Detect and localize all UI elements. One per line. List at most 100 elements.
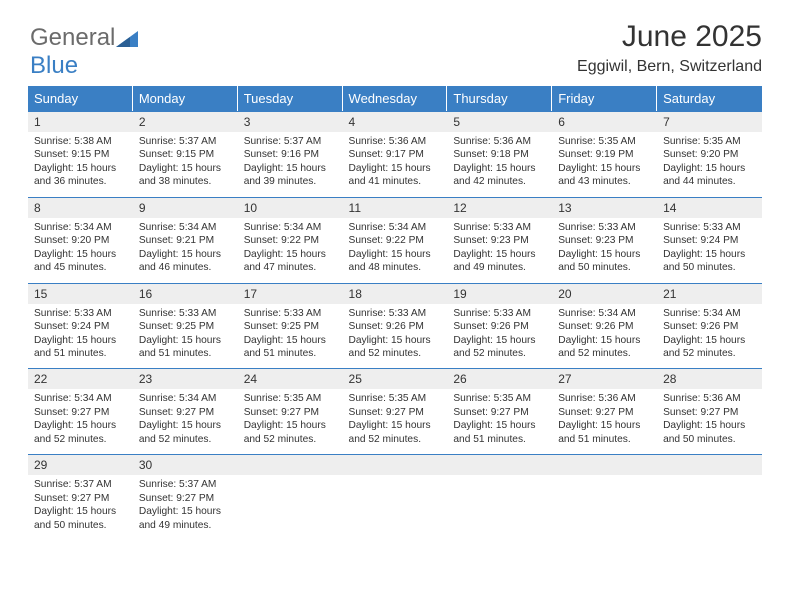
day-number: 1 <box>28 112 133 132</box>
day-number: 21 <box>657 284 762 304</box>
day-detail-row: Sunrise: 5:38 AMSunset: 9:15 PMDaylight:… <box>28 132 762 197</box>
day-number: 9 <box>133 198 238 218</box>
day-number-row: 1234567 <box>28 111 762 132</box>
day-number: 30 <box>133 455 238 475</box>
day-detail: Sunrise: 5:33 AMSunset: 9:26 PMDaylight:… <box>343 304 448 369</box>
day-number: 3 <box>238 112 343 132</box>
day-number: 6 <box>552 112 657 132</box>
day-header: Thursday <box>447 86 552 111</box>
day-detail: Sunrise: 5:33 AMSunset: 9:23 PMDaylight:… <box>447 218 552 283</box>
day-detail: Sunrise: 5:35 AMSunset: 9:27 PMDaylight:… <box>238 389 343 454</box>
day-number-row: 2930 <box>28 454 762 475</box>
day-number: 15 <box>28 284 133 304</box>
day-number: 4 <box>343 112 448 132</box>
day-number: 11 <box>343 198 448 218</box>
day-detail: Sunrise: 5:36 AMSunset: 9:27 PMDaylight:… <box>657 389 762 454</box>
day-detail: Sunrise: 5:36 AMSunset: 9:27 PMDaylight:… <box>552 389 657 454</box>
day-detail: Sunrise: 5:37 AMSunset: 9:15 PMDaylight:… <box>133 132 238 197</box>
day-number: 7 <box>657 112 762 132</box>
day-header: Friday <box>552 86 657 111</box>
calendar-week: 2930Sunrise: 5:37 AMSunset: 9:27 PMDayli… <box>28 454 762 540</box>
day-detail-row: Sunrise: 5:37 AMSunset: 9:27 PMDaylight:… <box>28 475 762 540</box>
day-number: 13 <box>552 198 657 218</box>
day-number: 14 <box>657 198 762 218</box>
day-detail: Sunrise: 5:35 AMSunset: 9:20 PMDaylight:… <box>657 132 762 197</box>
day-detail: Sunrise: 5:34 AMSunset: 9:22 PMDaylight:… <box>238 218 343 283</box>
logo-text-1: General <box>30 24 115 51</box>
day-header: Saturday <box>657 86 762 111</box>
day-number: 27 <box>552 369 657 389</box>
day-detail: Sunrise: 5:34 AMSunset: 9:21 PMDaylight:… <box>133 218 238 283</box>
day-detail <box>552 475 657 540</box>
day-number: 23 <box>133 369 238 389</box>
calendar-week: 15161718192021Sunrise: 5:33 AMSunset: 9:… <box>28 283 762 369</box>
day-detail <box>343 475 448 540</box>
day-number: 29 <box>28 455 133 475</box>
calendar-header-row: SundayMondayTuesdayWednesdayThursdayFrid… <box>28 86 762 111</box>
day-number: 5 <box>447 112 552 132</box>
logo-text-2: Blue <box>30 52 78 79</box>
day-detail: Sunrise: 5:35 AMSunset: 9:19 PMDaylight:… <box>552 132 657 197</box>
calendar-week: 22232425262728Sunrise: 5:34 AMSunset: 9:… <box>28 368 762 454</box>
day-number: 10 <box>238 198 343 218</box>
day-number: 19 <box>447 284 552 304</box>
day-detail: Sunrise: 5:37 AMSunset: 9:27 PMDaylight:… <box>28 475 133 540</box>
day-number <box>552 455 657 475</box>
day-detail: Sunrise: 5:33 AMSunset: 9:26 PMDaylight:… <box>447 304 552 369</box>
day-number: 25 <box>343 369 448 389</box>
day-detail <box>447 475 552 540</box>
day-detail: Sunrise: 5:35 AMSunset: 9:27 PMDaylight:… <box>447 389 552 454</box>
day-number-row: 15161718192021 <box>28 283 762 304</box>
day-detail-row: Sunrise: 5:34 AMSunset: 9:27 PMDaylight:… <box>28 389 762 454</box>
day-detail-row: Sunrise: 5:33 AMSunset: 9:24 PMDaylight:… <box>28 304 762 369</box>
day-number <box>238 455 343 475</box>
day-number: 12 <box>447 198 552 218</box>
page-subtitle: Eggiwil, Bern, Switzerland <box>577 58 762 76</box>
day-detail-row: Sunrise: 5:34 AMSunset: 9:20 PMDaylight:… <box>28 218 762 283</box>
page-title: June 2025 <box>622 20 762 54</box>
day-detail: Sunrise: 5:33 AMSunset: 9:23 PMDaylight:… <box>552 218 657 283</box>
day-number-row: 22232425262728 <box>28 368 762 389</box>
day-header: Monday <box>133 86 238 111</box>
day-number: 18 <box>343 284 448 304</box>
day-detail: Sunrise: 5:36 AMSunset: 9:17 PMDaylight:… <box>343 132 448 197</box>
day-number: 8 <box>28 198 133 218</box>
day-number: 2 <box>133 112 238 132</box>
day-number: 24 <box>238 369 343 389</box>
day-number <box>343 455 448 475</box>
day-number: 22 <box>28 369 133 389</box>
logo: General Blue <box>30 24 138 80</box>
day-number: 26 <box>447 369 552 389</box>
calendar-week: 1234567Sunrise: 5:38 AMSunset: 9:15 PMDa… <box>28 111 762 197</box>
day-number: 20 <box>552 284 657 304</box>
day-detail: Sunrise: 5:34 AMSunset: 9:27 PMDaylight:… <box>28 389 133 454</box>
day-number <box>657 455 762 475</box>
day-detail: Sunrise: 5:33 AMSunset: 9:24 PMDaylight:… <box>28 304 133 369</box>
day-header: Tuesday <box>238 86 343 111</box>
day-detail: Sunrise: 5:34 AMSunset: 9:26 PMDaylight:… <box>552 304 657 369</box>
day-detail: Sunrise: 5:34 AMSunset: 9:27 PMDaylight:… <box>133 389 238 454</box>
calendar: SundayMondayTuesdayWednesdayThursdayFrid… <box>28 86 762 540</box>
day-detail <box>238 475 343 540</box>
day-detail <box>657 475 762 540</box>
day-detail: Sunrise: 5:33 AMSunset: 9:25 PMDaylight:… <box>133 304 238 369</box>
day-detail: Sunrise: 5:37 AMSunset: 9:16 PMDaylight:… <box>238 132 343 197</box>
day-number-row: 891011121314 <box>28 197 762 218</box>
calendar-week: 891011121314Sunrise: 5:34 AMSunset: 9:20… <box>28 197 762 283</box>
day-detail: Sunrise: 5:34 AMSunset: 9:22 PMDaylight:… <box>343 218 448 283</box>
day-number: 16 <box>133 284 238 304</box>
day-detail: Sunrise: 5:37 AMSunset: 9:27 PMDaylight:… <box>133 475 238 540</box>
day-number: 28 <box>657 369 762 389</box>
day-header: Sunday <box>28 86 133 111</box>
day-detail: Sunrise: 5:34 AMSunset: 9:26 PMDaylight:… <box>657 304 762 369</box>
day-detail: Sunrise: 5:33 AMSunset: 9:25 PMDaylight:… <box>238 304 343 369</box>
day-detail: Sunrise: 5:36 AMSunset: 9:18 PMDaylight:… <box>447 132 552 197</box>
day-detail: Sunrise: 5:34 AMSunset: 9:20 PMDaylight:… <box>28 218 133 283</box>
logo-triangle-icon <box>116 31 138 47</box>
day-number: 17 <box>238 284 343 304</box>
day-detail: Sunrise: 5:38 AMSunset: 9:15 PMDaylight:… <box>28 132 133 197</box>
day-detail: Sunrise: 5:35 AMSunset: 9:27 PMDaylight:… <box>343 389 448 454</box>
day-number <box>447 455 552 475</box>
day-header: Wednesday <box>343 86 448 111</box>
day-detail: Sunrise: 5:33 AMSunset: 9:24 PMDaylight:… <box>657 218 762 283</box>
